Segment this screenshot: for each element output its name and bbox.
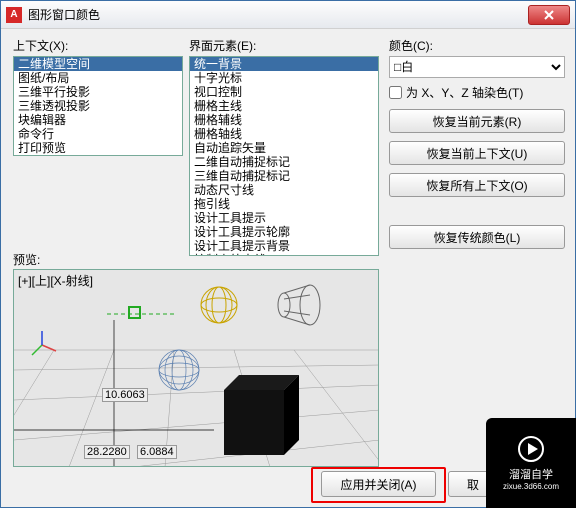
list-item[interactable]: 拖引线	[190, 197, 378, 211]
preview-label: 预览:	[13, 251, 40, 268]
list-item[interactable]: 二维自动捕捉标记	[190, 155, 378, 169]
tint-text: 为 X、Y、Z 轴染色(T)	[406, 84, 523, 101]
list-item[interactable]: 三维自动捕捉标记	[190, 169, 378, 183]
list-item[interactable]: 设计工具提示轮廓	[190, 225, 378, 239]
context-label: 上下文(X):	[13, 37, 183, 54]
list-item[interactable]: 图纸/布局	[14, 71, 182, 85]
context-listbox[interactable]: 二维模型空间图纸/布局三维平行投影三维透视投影块编辑器命令行打印预览	[13, 56, 183, 156]
list-item[interactable]: 设计工具提示背景	[190, 239, 378, 253]
titlebar: A 图形窗口颜色	[1, 1, 575, 29]
preview-canvas	[14, 270, 379, 467]
coord-readout-2: 28.2280	[84, 445, 130, 459]
window-title: 图形窗口颜色	[28, 6, 528, 23]
list-item[interactable]: 二维模型空间	[14, 57, 182, 71]
list-item[interactable]: 命令行	[14, 127, 182, 141]
element-section: 界面元素(E): 统一背景十字光标视口控制栅格主线栅格辅线栅格轴线自动追踪矢量二…	[189, 37, 379, 256]
close-icon	[543, 10, 555, 20]
restore-element-button[interactable]: 恢复当前元素(R)	[389, 109, 565, 133]
list-item[interactable]: 块编辑器	[14, 113, 182, 127]
list-item[interactable]: 统一背景	[190, 57, 378, 71]
play-icon	[518, 436, 544, 462]
restore-context-button[interactable]: 恢复当前上下文(U)	[389, 141, 565, 165]
app-icon: A	[6, 7, 22, 23]
list-item[interactable]: 三维平行投影	[14, 85, 182, 99]
list-item[interactable]: 设计工具提示	[190, 211, 378, 225]
list-item[interactable]: 栅格辅线	[190, 113, 378, 127]
tint-checkbox-label[interactable]: 为 X、Y、Z 轴染色(T)	[389, 84, 565, 101]
watermark-line1: 溜溜自学	[509, 466, 553, 482]
restore-classic-button[interactable]: 恢复传统颜色(L)	[389, 225, 565, 249]
color-label: 颜色(C):	[389, 37, 565, 54]
coord-readout-1: 10.6063	[102, 388, 148, 402]
list-item[interactable]: 动态尺寸线	[190, 183, 378, 197]
dialog-buttons: 应用并关闭(A) 取	[321, 471, 498, 497]
apply-close-button[interactable]: 应用并关闭(A)	[321, 471, 436, 497]
close-button[interactable]	[528, 5, 570, 25]
list-item[interactable]: 十字光标	[190, 71, 378, 85]
list-item[interactable]: 栅格轴线	[190, 127, 378, 141]
list-item[interactable]: 控制点外壳线	[190, 253, 378, 256]
context-section: 上下文(X): 二维模型空间图纸/布局三维平行投影三维透视投影块编辑器命令行打印…	[13, 37, 183, 156]
preview-view-label: [+][上][X-射线]	[18, 272, 93, 289]
tint-checkbox[interactable]	[389, 86, 402, 99]
list-item[interactable]: 栅格主线	[190, 99, 378, 113]
list-item[interactable]: 三维透视投影	[14, 99, 182, 113]
element-listbox[interactable]: 统一背景十字光标视口控制栅格主线栅格辅线栅格轴线自动追踪矢量二维自动捕捉标记三维…	[189, 56, 379, 256]
coord-readout-3: 6.0884	[137, 445, 177, 459]
preview-pane: [+][上][X-射线] 10.6063 28.2280 6.0884	[13, 269, 379, 467]
list-item[interactable]: 自动追踪矢量	[190, 141, 378, 155]
list-item[interactable]: 打印预览	[14, 141, 182, 155]
element-label: 界面元素(E):	[189, 37, 379, 54]
watermark-line2: zixue.3d66.com	[503, 482, 559, 491]
restore-all-contexts-button[interactable]: 恢复所有上下文(O)	[389, 173, 565, 197]
preview-cube	[209, 365, 297, 453]
color-select[interactable]: □白	[389, 56, 565, 78]
watermark: 溜溜自学 zixue.3d66.com	[486, 418, 576, 508]
color-section: 颜色(C): □白 为 X、Y、Z 轴染色(T) 恢复当前元素(R) 恢复当前上…	[389, 37, 565, 249]
list-item[interactable]: 视口控制	[190, 85, 378, 99]
